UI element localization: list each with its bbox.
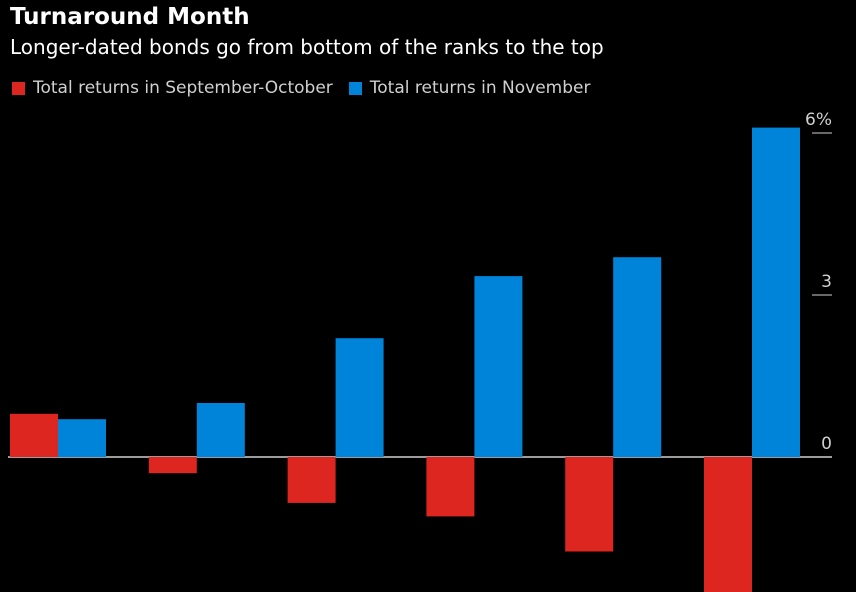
- bar-november-5: [613, 257, 662, 457]
- bar-november-2: [196, 403, 245, 457]
- ytick-label-0: 0: [821, 434, 832, 454]
- bar-november-6: [752, 127, 800, 457]
- bar-sep-oct-4: [426, 457, 475, 517]
- legend-item-november: Total returns in November: [348, 78, 591, 98]
- legend: Total returns in September-October Total…: [12, 78, 606, 98]
- bar-sep-oct-1: [10, 413, 58, 457]
- chart-title: Turnaround Month: [10, 4, 250, 30]
- legend-swatch-sep-oct: [12, 81, 25, 95]
- chart-subtitle: Longer-dated bonds go from bottom of the…: [10, 35, 604, 59]
- legend-swatch-november: [348, 81, 362, 95]
- legend-item-sep-oct: Total returns in September-October: [12, 78, 333, 98]
- bar-november-1: [58, 419, 106, 457]
- legend-label-november: Total returns in November: [369, 78, 591, 98]
- bar-november-3: [335, 338, 384, 457]
- bar-sep-oct-3: [287, 457, 336, 503]
- bar-sep-oct-5: [565, 457, 614, 552]
- legend-label-sep-oct: Total returns in September-October: [33, 78, 333, 98]
- bar-sep-oct-6: [704, 457, 752, 592]
- bar-sep-oct-2: [148, 457, 197, 474]
- ytick-label-3: 3: [821, 272, 832, 292]
- ytick-label-6: 6%: [805, 110, 832, 130]
- bar-november-4: [474, 276, 523, 457]
